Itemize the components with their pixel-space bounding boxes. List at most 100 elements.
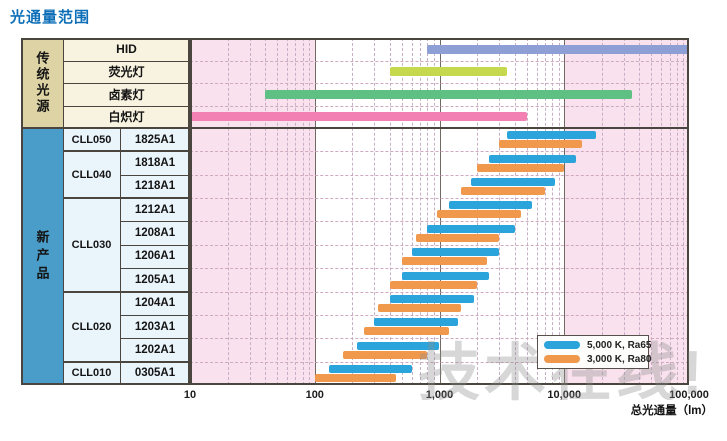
minor-gridline <box>433 38 435 385</box>
minor-gridline <box>536 38 538 385</box>
row-gridline <box>190 174 689 176</box>
x-tick-100000: 100,000 <box>669 389 709 401</box>
bar-1206A1-3000k <box>401 257 487 266</box>
table-border-line <box>120 314 190 316</box>
minor-gridline <box>227 38 229 385</box>
minor-gridline <box>309 38 311 385</box>
table-border-line <box>120 174 190 176</box>
row-gridline <box>190 314 689 316</box>
model-cell-1825A1: 1825A1 <box>120 128 190 152</box>
model-cell-0305A1: 0305A1 <box>120 361 190 385</box>
legend-swatch-3000k <box>544 355 580 363</box>
minor-gridline <box>552 38 554 385</box>
minor-gridline <box>661 38 663 385</box>
model-cell-1203A1: 1203A1 <box>120 314 190 339</box>
bar-1204A1-3000k <box>377 303 462 312</box>
table-border-line <box>63 197 190 200</box>
legend-label-3000k: 3,000 K, Ra80 <box>587 353 652 365</box>
row-gridline <box>190 198 689 200</box>
row-gridline <box>190 291 689 293</box>
table-border-line <box>63 105 190 107</box>
model-cell-1212A1: 1212A1 <box>120 198 190 222</box>
group-cell-CLL040: CLL040 <box>63 151 120 199</box>
table-border-line <box>63 360 190 363</box>
minor-gridline <box>401 38 403 385</box>
model-cell-1208A1: 1208A1 <box>120 221 190 245</box>
bar-荧光灯 <box>389 67 508 77</box>
category-header-traditional: 传统光源 <box>21 38 63 128</box>
major-gridline <box>314 38 316 385</box>
minor-gridline <box>374 38 376 385</box>
row-gridline <box>190 244 689 246</box>
minor-gridline <box>623 38 625 385</box>
bar-1212A1-3000k <box>436 210 521 219</box>
bar-HID <box>427 44 689 54</box>
major-gridline <box>564 38 566 385</box>
row-gridline <box>190 268 689 270</box>
minor-gridline <box>651 38 653 385</box>
bar-1825A1-5000k <box>507 131 597 140</box>
bar-0305A1-3000k <box>314 374 397 383</box>
plot-area: 5,000 K, Ra65 3,000 K, Ra80 <box>190 38 689 385</box>
minor-gridline <box>302 38 304 385</box>
minor-gridline <box>295 38 297 385</box>
row-gridline <box>190 60 689 62</box>
group-cell-CLL010: CLL010 <box>63 361 120 385</box>
group-cell-CLL030: CLL030 <box>63 198 120 292</box>
minor-gridline <box>544 38 546 385</box>
table-border-line <box>21 127 190 129</box>
x-tick-10: 10 <box>183 389 197 401</box>
table-border-line <box>120 338 190 340</box>
model-cell-1818A1: 1818A1 <box>120 151 190 175</box>
x-axis-title: 总光通量（lm） <box>630 405 713 417</box>
bar-白炽灯 <box>190 112 527 122</box>
bar-1204A1-5000k <box>389 294 475 303</box>
lamp-name-cell-HID: HID <box>63 38 190 61</box>
bar-1203A1-5000k <box>374 318 458 327</box>
minor-gridline <box>683 38 685 385</box>
legend-swatch-5000k <box>544 341 580 349</box>
legend-item-3000k: 3,000 K, Ra80 <box>544 354 652 365</box>
x-tick-10000: 10,000 <box>547 389 582 401</box>
minor-gridline <box>669 38 671 385</box>
row-gridline <box>190 221 689 223</box>
legend: 5,000 K, Ra65 3,000 K, Ra80 <box>537 335 652 369</box>
lamp-name-cell-卤素灯: 卤素灯 <box>63 83 190 106</box>
bar-1202A1-5000k <box>357 341 440 350</box>
bar-1218A1-5000k <box>471 178 556 187</box>
bar-1202A1-3000k <box>343 350 428 359</box>
model-cell-1204A1: 1204A1 <box>120 291 190 315</box>
minor-gridline <box>411 38 413 385</box>
table-border-line <box>120 128 121 385</box>
minor-gridline <box>420 38 422 385</box>
bar-1205A1-5000k <box>401 271 490 280</box>
bar-1208A1-5000k <box>427 224 515 233</box>
table-border-line <box>63 83 190 84</box>
bar-1212A1-5000k <box>449 201 532 210</box>
row-gridline <box>190 83 689 84</box>
minor-gridline <box>558 38 560 385</box>
group-cell-CLL050: CLL050 <box>63 128 120 152</box>
table-border-line <box>63 150 190 153</box>
minor-gridline <box>277 38 279 385</box>
table-border-line <box>63 38 64 385</box>
bar-1218A1-3000k <box>461 187 545 196</box>
bar-1203A1-3000k <box>364 327 450 336</box>
minor-gridline <box>676 38 678 385</box>
bar-1208A1-3000k <box>416 233 500 242</box>
minor-gridline <box>601 38 603 385</box>
table-border-line <box>63 290 190 293</box>
minor-gridline <box>389 38 391 385</box>
legend-label-5000k: 5,000 K, Ra65 <box>587 339 652 351</box>
bar-0305A1-5000k <box>328 365 412 374</box>
bar-1205A1-3000k <box>389 280 478 289</box>
model-cell-1206A1: 1206A1 <box>120 244 190 269</box>
row-gridline <box>190 338 689 340</box>
minor-gridline <box>249 38 251 385</box>
model-cell-1202A1: 1202A1 <box>120 338 190 362</box>
category-header-new-products: 新产品 <box>21 128 63 385</box>
minor-gridline <box>639 38 641 385</box>
minor-gridline <box>287 38 289 385</box>
legend-item-5000k: 5,000 K, Ra65 <box>544 340 652 351</box>
